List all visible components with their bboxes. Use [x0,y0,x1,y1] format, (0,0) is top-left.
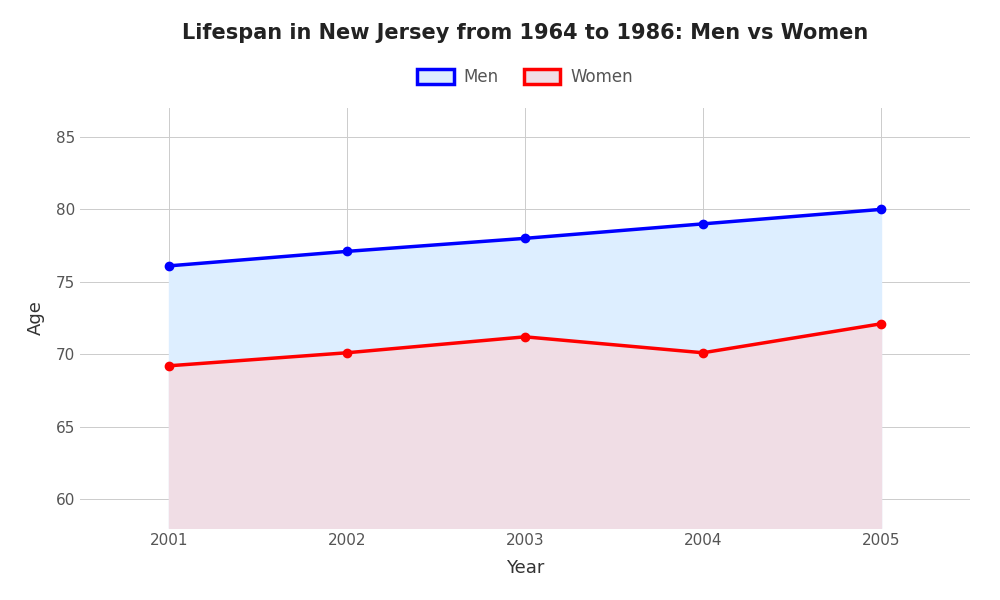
X-axis label: Year: Year [506,559,544,577]
Legend: Men, Women: Men, Women [410,62,640,93]
Y-axis label: Age: Age [27,301,45,335]
Title: Lifespan in New Jersey from 1964 to 1986: Men vs Women: Lifespan in New Jersey from 1964 to 1986… [182,23,868,43]
